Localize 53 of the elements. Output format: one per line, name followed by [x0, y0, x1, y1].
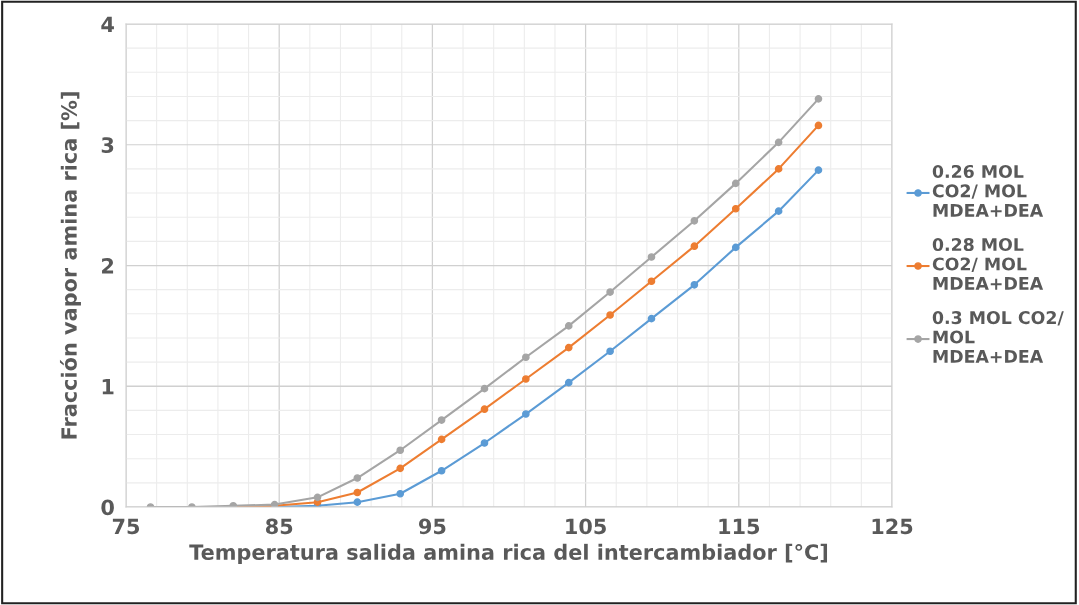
point [647, 253, 656, 261]
point [731, 204, 740, 213]
legend-label: 0.28 MOL CO2/ MOL MDEA+DEA [932, 237, 1044, 290]
x-tick-label: 75 [112, 518, 140, 535]
point [480, 384, 489, 393]
x-axis-title: Temperatura salida amina rica del intercambiador [°C] [189, 543, 828, 564]
x-tick-label: 95 [418, 518, 446, 535]
x-tick-label: 125 [872, 518, 913, 535]
point [522, 353, 530, 362]
y-tick-label: 0 [101, 499, 114, 516]
point [690, 280, 699, 289]
point [814, 95, 823, 103]
point [814, 121, 823, 130]
point [774, 138, 783, 147]
legend-label: 0.3 MOL CO2/ MOL MDEA+DEA [932, 311, 1064, 363]
point [480, 405, 489, 414]
point [353, 474, 362, 482]
point [480, 439, 489, 447]
point [437, 466, 446, 475]
point [437, 416, 446, 424]
point [353, 498, 362, 506]
point [647, 314, 656, 323]
point [353, 488, 362, 497]
x-tick-label: 115 [719, 518, 760, 535]
y-axis-title: Fracción vapor amina rica [%] [59, 92, 81, 439]
point [606, 347, 614, 356]
point [522, 375, 530, 383]
point [814, 166, 823, 174]
point [313, 493, 322, 502]
point [774, 165, 783, 173]
point [564, 322, 573, 330]
point [731, 179, 740, 188]
point [396, 446, 405, 455]
x-tick-label: 105 [566, 518, 606, 535]
y-tick-label: 2 [102, 257, 114, 274]
x-tick-label: 85 [265, 518, 293, 535]
point [396, 489, 405, 498]
point [690, 217, 699, 225]
point [774, 207, 783, 215]
point [396, 464, 405, 473]
point [690, 242, 699, 251]
point [731, 243, 740, 252]
point [564, 343, 573, 352]
y-tick-label: 1 [102, 378, 114, 395]
point [606, 288, 614, 296]
point [564, 378, 573, 387]
point [437, 435, 446, 444]
point [606, 311, 614, 319]
y-tick-label: 3 [101, 137, 114, 153]
point [647, 277, 656, 286]
legend-label: 0.26 MOL CO2/ MOL MDEA+DEA [932, 164, 1044, 217]
point [522, 410, 530, 418]
y-tick-label: 4 [101, 16, 114, 32]
